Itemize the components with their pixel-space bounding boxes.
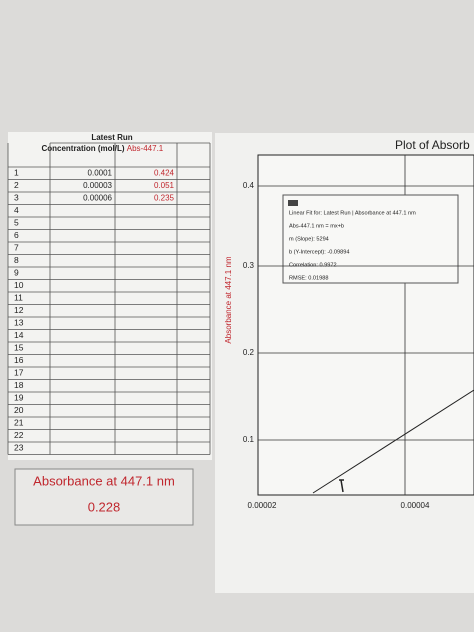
row-number: 1 (14, 168, 19, 178)
meter-label: Absorbance at 447.1 nm (33, 473, 175, 488)
column-header: Concentration (mol/L) (41, 144, 124, 153)
fit-text: Correlation: 0.9972 (289, 262, 337, 268)
cell: 0.00006 (83, 193, 112, 202)
row-number: 4 (14, 205, 19, 215)
y-tick-label: 0.2 (243, 348, 255, 357)
fit-line (312, 389, 474, 494)
x-tick-label: 0.00002 (248, 501, 277, 510)
meter-value: 0.228 (88, 499, 121, 514)
meter-box (14, 468, 194, 526)
cell: 0.424 (154, 168, 175, 177)
cell: 0.051 (154, 181, 175, 190)
plot-title: Plot of Absorb (395, 138, 470, 152)
fit-icon (288, 200, 298, 206)
y-tick-label: 0.1 (243, 435, 255, 444)
column-header: Abs-447.1 (127, 144, 164, 153)
cell: 0.0001 (88, 168, 113, 177)
fit-text: b (Y-Intercept): -0.09894 (289, 249, 349, 255)
cell: 0.235 (154, 193, 175, 202)
row-number: 23 (14, 443, 24, 453)
y-tick-label: 0.4 (243, 181, 255, 190)
row-number: 17 (14, 368, 24, 378)
x-tick-label: 0.00004 (401, 501, 430, 510)
row-number: 12 (14, 305, 24, 315)
fit-text: m (Slope): 5294 (289, 236, 329, 242)
row-number: 21 (14, 418, 24, 428)
row-number: 22 (14, 430, 24, 440)
data-table: Latest Run Concentration (mol/L) Abs-447… (7, 133, 211, 455)
row-number: 18 (14, 380, 24, 390)
row-number: 15 (14, 343, 24, 353)
row-number: 11 (14, 293, 23, 303)
row-number: 7 (14, 243, 19, 253)
row-number: 8 (14, 255, 19, 265)
row-number: 2 (14, 180, 19, 190)
y-tick-label: 0.3 (243, 261, 255, 270)
row-number: 20 (14, 405, 24, 415)
table-panel (8, 132, 212, 460)
row-number: 3 (14, 193, 19, 203)
data-point (339, 479, 344, 493)
row-number: 13 (14, 318, 24, 328)
y-axis-label: Absorbance at 447.1 nm (224, 256, 233, 344)
cell: 0.00003 (83, 181, 112, 190)
row-number: 16 (14, 355, 24, 365)
fit-box (282, 194, 459, 284)
row-number: 10 (14, 280, 24, 290)
row-number: 19 (14, 393, 24, 403)
row-number: 14 (14, 330, 24, 340)
row-number: 5 (14, 218, 19, 228)
fit-text: RMSE: 0.01988 (289, 275, 329, 281)
row-number: 9 (14, 268, 19, 278)
fit-text: Abs-447.1 nm = mx+b (289, 223, 344, 229)
fit-text: Linear Fit for: Latest Run | Absorbance … (289, 210, 416, 216)
table-title: Latest Run (91, 133, 132, 142)
row-number: 6 (14, 230, 19, 240)
